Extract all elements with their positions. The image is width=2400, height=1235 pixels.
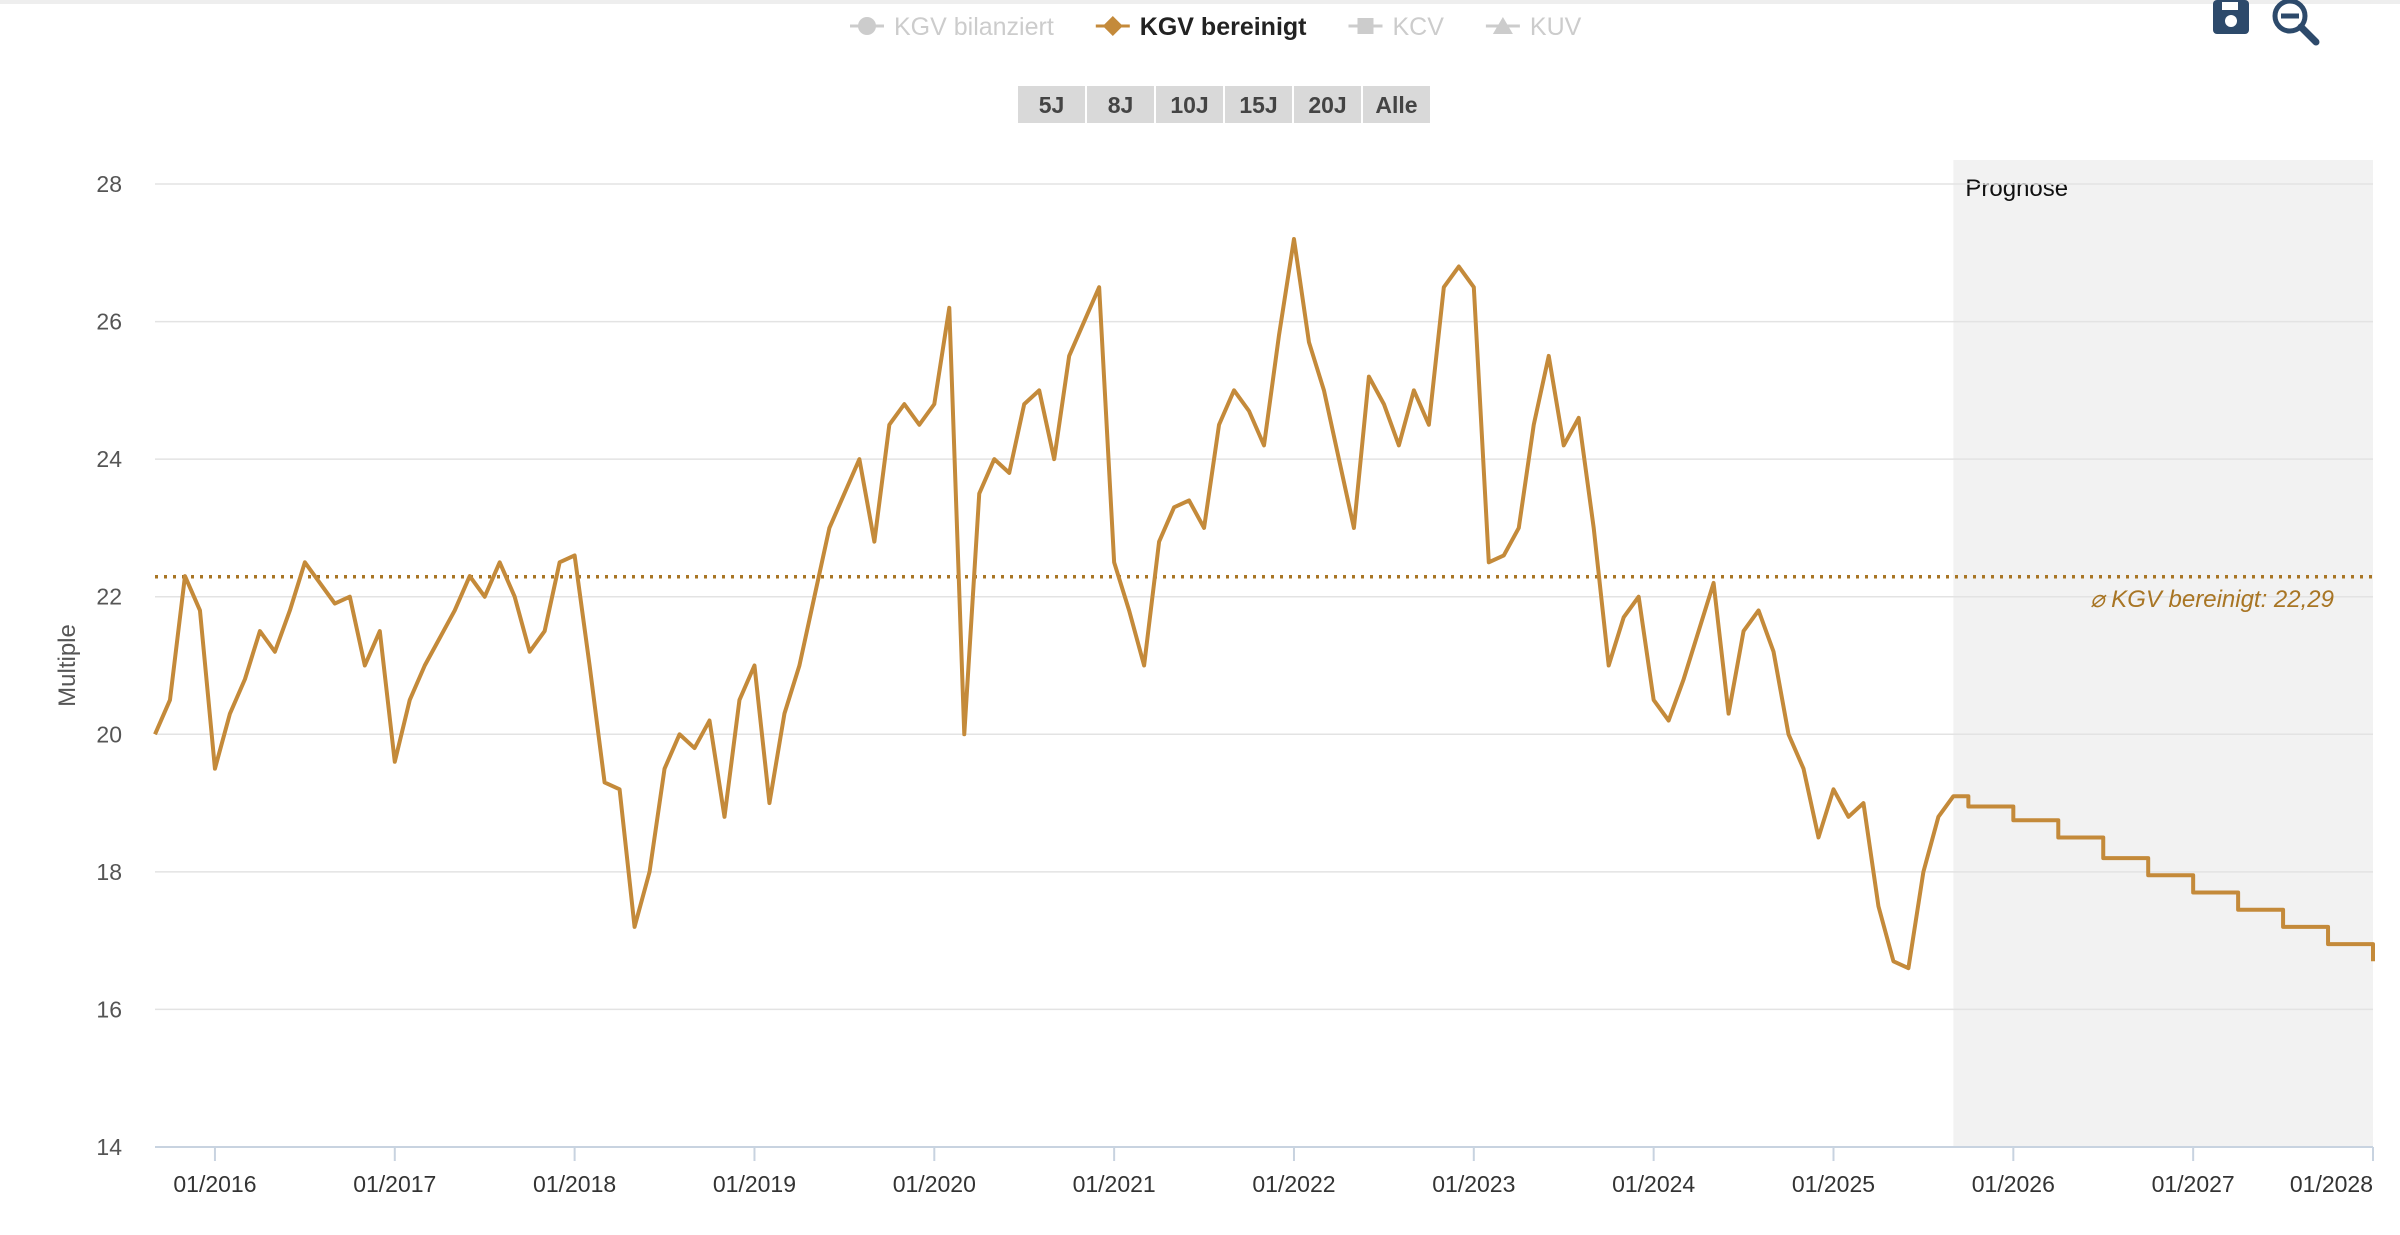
legend-label: KCV	[1392, 13, 1444, 41]
range-button-label: 15J	[1239, 92, 1277, 118]
x-tick-label: 01/2026	[1972, 1171, 2055, 1197]
x-tick-label: 01/2028	[2290, 1171, 2373, 1197]
y-tick-label: 20	[96, 721, 122, 747]
range-button[interactable]	[1294, 86, 1361, 123]
range-button-label: Alle	[1375, 92, 1417, 118]
save-icon[interactable]	[2213, 0, 2249, 34]
legend-marker	[1492, 17, 1513, 34]
legend-marker	[858, 17, 876, 35]
x-tick-label: 01/2023	[1432, 1171, 1515, 1197]
legend-item[interactable]: KGV bilanziert	[850, 13, 1054, 41]
range-button[interactable]	[1087, 86, 1154, 123]
y-axis-label: Multiple	[54, 624, 81, 707]
x-tick-label: 01/2016	[173, 1171, 256, 1197]
range-button-label: 8J	[1108, 92, 1134, 118]
legend-label: KGV bereinigt	[1140, 13, 1307, 41]
range-button[interactable]	[1018, 86, 1085, 123]
legend-item[interactable]: KCV	[1348, 13, 1444, 41]
range-button[interactable]	[1363, 86, 1430, 123]
legend-marker	[1102, 16, 1123, 36]
range-button-label: 20J	[1308, 92, 1346, 118]
range-button[interactable]	[1225, 86, 1292, 123]
top-edge	[0, 0, 2400, 4]
legend-marker	[1357, 18, 1374, 34]
x-tick-label: 01/2018	[533, 1171, 616, 1197]
x-tick-label: 01/2017	[353, 1171, 436, 1197]
y-tick-label: 28	[96, 171, 122, 197]
forecast-label: Prognose	[1965, 175, 2068, 202]
y-tick-label: 26	[96, 309, 122, 335]
y-tick-label: 18	[96, 859, 122, 885]
y-tick-label: 24	[96, 446, 122, 472]
x-tick-label: 01/2027	[2152, 1171, 2235, 1197]
forecast-area	[1953, 160, 2373, 1147]
y-tick-label: 16	[96, 996, 122, 1022]
data-line	[153, 237, 2375, 971]
legend-label: KGV bilanziert	[894, 13, 1054, 41]
y-tick-label: 14	[96, 1134, 122, 1160]
zoom-out-icon[interactable]	[2272, 0, 2320, 46]
average-label: ⌀ KGV bereinigt: 22,29	[2090, 586, 2334, 613]
legend-item[interactable]: KUV	[1485, 13, 1582, 41]
x-tick-label: 01/2022	[1252, 1171, 1335, 1197]
legend-item[interactable]: KGV bereinigt	[1095, 13, 1307, 41]
legend-label: KUV	[1530, 13, 1582, 41]
x-tick-label: 01/2025	[1792, 1171, 1875, 1197]
x-tick-label: 01/2021	[1073, 1171, 1156, 1197]
range-button-label: 5J	[1039, 92, 1065, 118]
x-tick-label: 01/2020	[893, 1171, 976, 1197]
x-tick-label: 01/2024	[1612, 1171, 1695, 1197]
y-tick-label: 22	[96, 584, 122, 610]
x-tick-label: 01/2019	[713, 1171, 796, 1197]
range-button[interactable]	[1156, 86, 1223, 123]
range-button-label: 10J	[1170, 92, 1208, 118]
